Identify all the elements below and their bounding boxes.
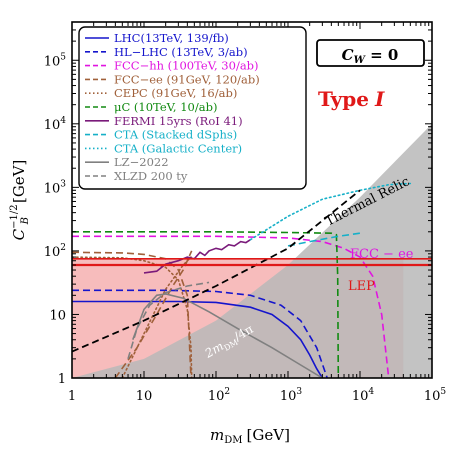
y-tick-labels: 1 10 102 103 104 105: [44, 52, 67, 387]
series-hllhc: [72, 289, 328, 378]
cw-badge-label: CW = 0: [342, 46, 399, 66]
y-tick-label: 10: [49, 308, 66, 323]
x-tick-label: 1: [68, 389, 76, 404]
x-tick-label: 104: [352, 387, 375, 404]
x-tick-label: 105: [424, 387, 447, 404]
x-tick-label: 10: [136, 389, 153, 404]
x-tick-label: 102: [208, 387, 230, 404]
series-lhc: [72, 300, 324, 378]
cw-badge-box: [316, 39, 425, 67]
legend-label: LZ−2022: [114, 155, 169, 169]
plot-background: [72, 123, 432, 378]
legend-label: CEPC (91GeV, 16/ab): [114, 86, 237, 100]
y-tick-label: 105: [44, 52, 67, 69]
legend-label: HL−LHC (13TeV, 3/ab): [114, 45, 248, 59]
plot-series: [72, 182, 432, 378]
y-tick-label: 104: [44, 116, 67, 133]
series-thermal_relic: [72, 189, 361, 353]
legend-label: FCC−ee (91GeV, 120/ab): [114, 72, 260, 86]
series-cta_dsph: [287, 232, 361, 247]
x-tick-labels: 1 10 102 103 104 105: [68, 387, 447, 404]
cw-badge: CW = 0: [316, 39, 425, 67]
series-xlzd: [127, 281, 210, 360]
y-axis-title: C−1/2B[GeV]: [9, 160, 31, 241]
legend-label: FCC−hh (100TeV, 30/ab): [114, 59, 259, 73]
series-fermi: [143, 239, 251, 274]
fcc-ee-label: FCC − ee: [350, 247, 414, 262]
legend-label: FERMI 15yrs (RoI 41): [114, 114, 243, 128]
plot-frame: [71, 21, 433, 379]
unitarity-region: [72, 123, 432, 378]
lep-label: LEP: [348, 279, 375, 294]
y-tick-label: 103: [44, 179, 67, 196]
legend-label: XLZD 200 ty: [114, 169, 188, 183]
legend-label: CTA (Galactic Center): [114, 141, 242, 155]
legend: LHC(13TeV, 139/fb)HL−LHC (13TeV, 3/ab)FC…: [78, 26, 307, 190]
series-lz2022: [132, 293, 323, 378]
series-fccee: [114, 250, 193, 378]
legend-label: CTA (Stacked dSphs): [114, 128, 237, 142]
series-muc: [72, 231, 340, 378]
legend-label: LHC(13TeV, 139/fb): [114, 31, 229, 45]
series-cepc_rise: [121, 256, 192, 378]
type-label: Type I: [318, 87, 385, 111]
x-axis-title: mDM [GeV]: [210, 426, 290, 446]
y-tick-label: 102: [44, 243, 66, 260]
legend-label: μC (10TeV, 10/ab): [114, 100, 217, 114]
x-tick-label: 103: [280, 387, 303, 404]
y-tick-label: 1: [58, 372, 66, 387]
axis-ticks: [71, 21, 432, 379]
legend-box: [78, 26, 307, 190]
series-cta_gc: [249, 182, 412, 241]
series-fcchh: [72, 235, 390, 378]
